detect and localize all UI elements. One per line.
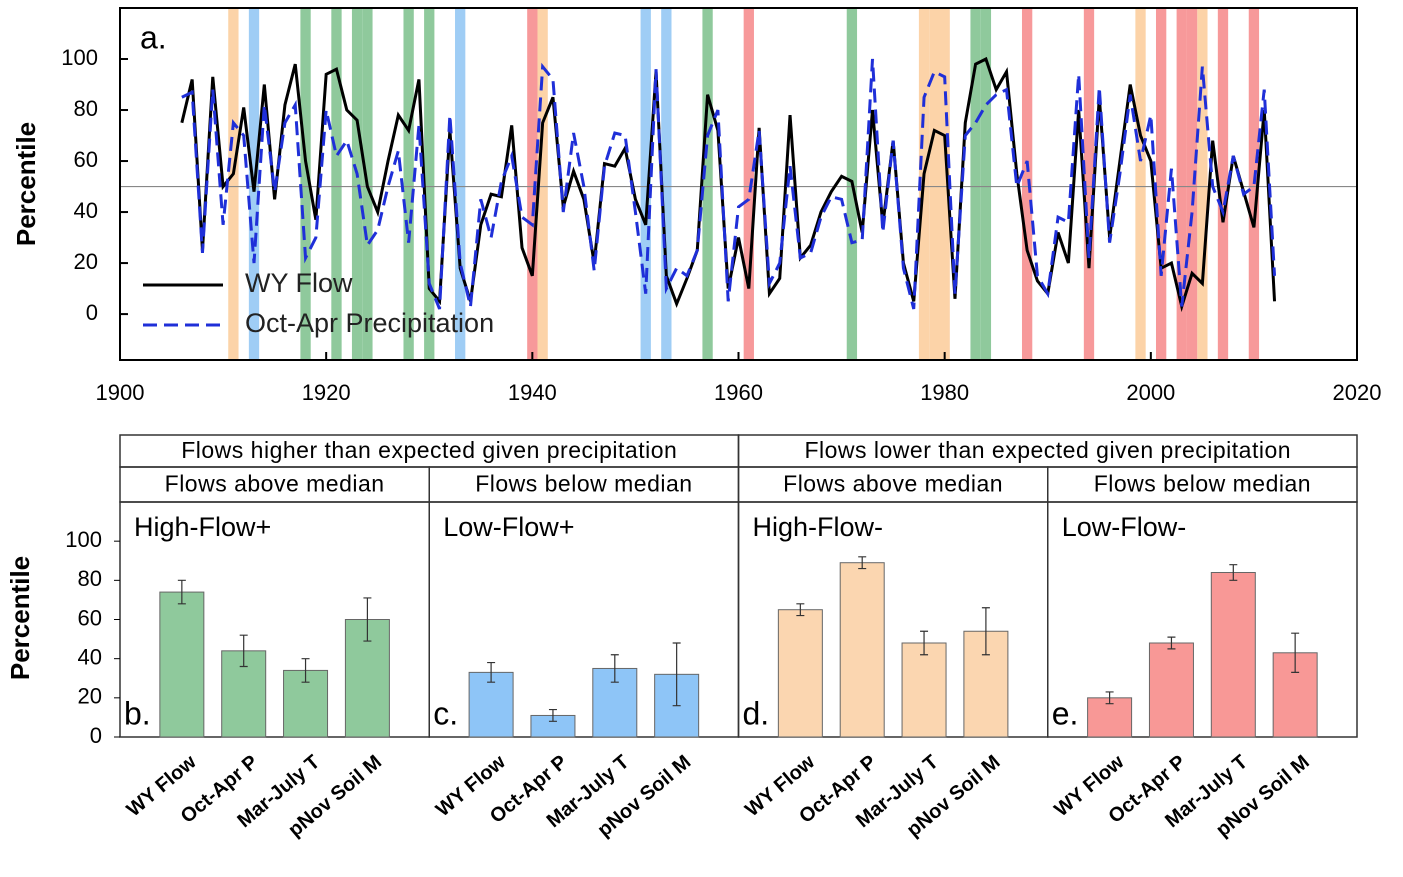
y-tick-label: 0: [86, 300, 98, 325]
error-bar: [1291, 632, 1300, 673]
y-tick-label: 60: [74, 147, 98, 172]
year-band: [980, 8, 992, 360]
y-tick-label: 0: [90, 723, 102, 748]
year-band: [702, 8, 713, 360]
panel-label: e.: [1052, 695, 1079, 731]
header-text: Flows lower than expected given precipit…: [804, 437, 1291, 463]
y-tick-label: 80: [74, 96, 98, 121]
error-bar: [301, 658, 310, 683]
y-tick-label: 20: [78, 684, 102, 709]
panel-title: High-Flow+: [134, 512, 271, 542]
year-band: [1176, 8, 1187, 360]
error-bar: [981, 607, 990, 656]
error-bar: [1167, 636, 1176, 650]
y-tick-label: 40: [74, 198, 98, 223]
bar: [901, 642, 947, 738]
header-text: Flows below median: [475, 471, 692, 497]
x-tick-label: 1920: [302, 380, 351, 405]
y-axis-label: Percentile: [11, 122, 41, 246]
bar: [777, 609, 823, 738]
year-band: [1083, 8, 1095, 360]
bar: [1148, 642, 1194, 738]
year-band: [1186, 8, 1198, 360]
year-band: [537, 8, 548, 360]
legend-label: WY Flow: [245, 268, 353, 298]
x-tick-label: 2000: [1126, 380, 1175, 405]
y-tick-label: 60: [78, 605, 102, 630]
x-tick-label: 1960: [714, 380, 763, 405]
year-band: [455, 8, 466, 360]
error-bar: [1229, 564, 1238, 581]
y-tick-label: 100: [65, 527, 102, 552]
year-band: [228, 8, 239, 360]
error-bar: [796, 603, 805, 617]
year-band: [1021, 8, 1033, 360]
y-tick-label: 40: [78, 644, 102, 669]
panel-label: a.: [140, 19, 167, 55]
error-bar: [548, 708, 557, 722]
year-band: [424, 8, 435, 360]
error-bar: [920, 630, 929, 656]
bar: [839, 562, 885, 738]
error-bar: [239, 634, 248, 668]
y-tick-label: 100: [61, 45, 98, 70]
panel-title: Low-Flow+: [443, 512, 574, 542]
y-axis-label: Percentile: [5, 556, 35, 680]
x-tick-label: 2020: [1333, 380, 1382, 405]
x-tick-label: 1980: [920, 380, 969, 405]
bar: [1272, 652, 1318, 738]
year-band: [1217, 8, 1229, 360]
panel-label: d.: [743, 695, 770, 731]
header-cell: [1047, 466, 1358, 503]
panel-title: Low-Flow-: [1062, 512, 1187, 542]
bar: [1210, 572, 1256, 738]
error-bar: [858, 556, 867, 570]
year-band: [1197, 8, 1208, 360]
header-text: Flows below median: [1094, 471, 1311, 497]
year-band: [640, 8, 651, 360]
header-text: Flows higher than expected given precipi…: [181, 437, 677, 463]
panel-label: c.: [433, 695, 458, 731]
year-band: [527, 8, 538, 360]
header-text: Flows above median: [165, 471, 385, 497]
x-tick-label: 1900: [96, 380, 145, 405]
series-line: [181, 58, 1277, 310]
year-band: [970, 8, 981, 360]
year-band: [1155, 8, 1167, 360]
year-band: [661, 8, 672, 360]
year-band: [743, 8, 754, 360]
bar: [468, 671, 514, 738]
error-bar: [672, 642, 681, 707]
year-band: [331, 8, 342, 360]
year-band: [929, 8, 940, 360]
year-band: [403, 8, 414, 360]
year-band: [1135, 8, 1146, 360]
y-tick-label: 80: [78, 566, 102, 591]
year-band: [300, 8, 311, 360]
panel-label: b.: [124, 695, 151, 731]
header-text: Flows above median: [783, 471, 1003, 497]
error-bar: [363, 597, 372, 642]
error-bar: [177, 579, 186, 605]
year-band: [939, 8, 950, 360]
legend-label: Oct-Apr Precipitation: [245, 308, 494, 338]
x-tick-label: 1940: [508, 380, 557, 405]
error-bar: [1105, 691, 1114, 705]
bar: [159, 591, 205, 738]
error-bar: [610, 654, 619, 683]
bar: [1087, 697, 1133, 738]
year-band: [351, 8, 363, 360]
error-bar: [487, 661, 496, 683]
panel-title: High-Flow-: [753, 512, 884, 542]
y-tick-label: 20: [74, 249, 98, 274]
